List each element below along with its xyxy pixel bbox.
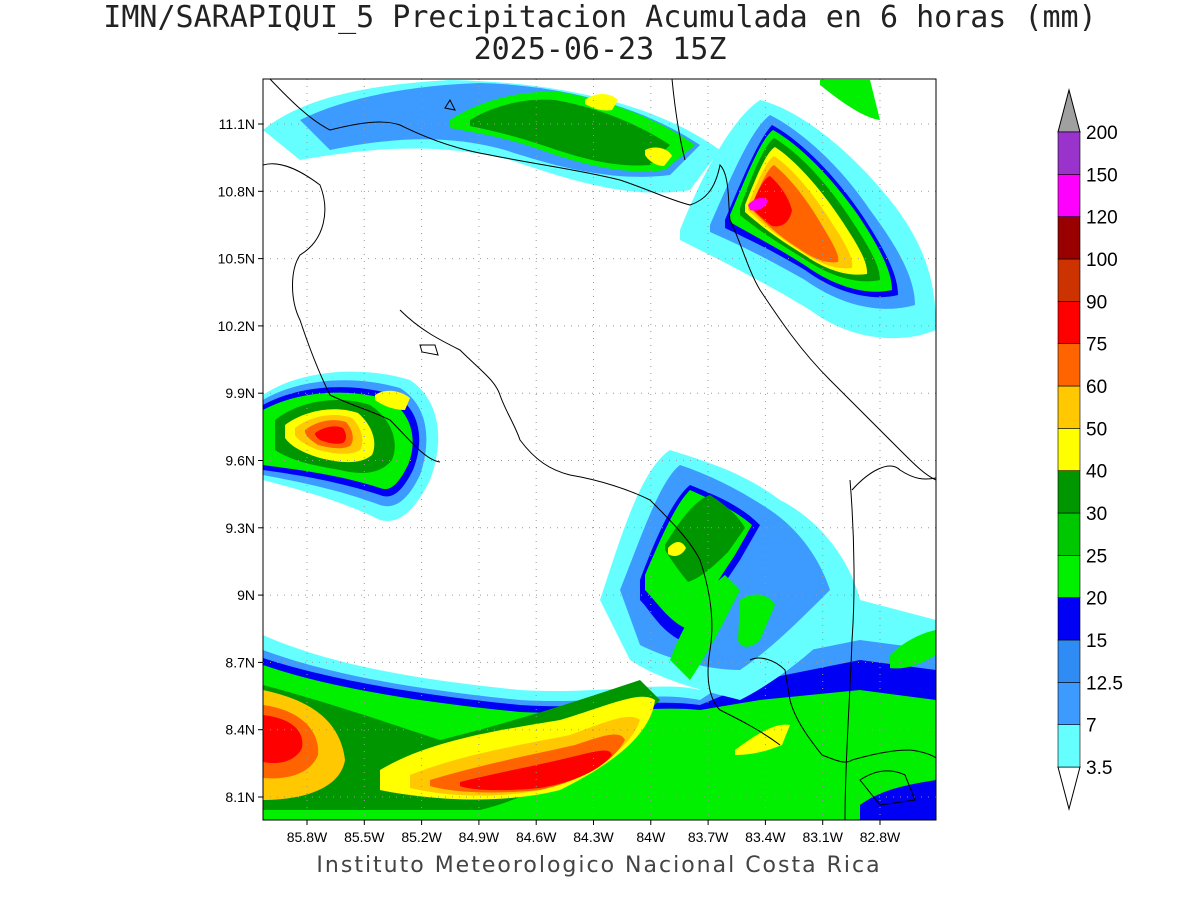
rain-band-central [600,450,860,700]
longitude-tick-labels: 85.8W 85.5W 85.2W 84.9W 84.6W 84.3W 84W 83.7W 83… [287,820,901,845]
rain-patch-north-east [680,100,936,339]
lat-tick-label: 11.1N [219,116,255,132]
colorbar-label: 25 [1086,546,1107,567]
lat-tick-label: 8.1N [225,789,255,805]
colorbar-label: 7 [1086,716,1097,737]
lat-tick-label: 9N [237,587,255,603]
coastline-burica [859,770,916,806]
lon-tick-label: 83.1W [802,829,843,845]
colorbar: 3.5 7 12.5 15 20 25 30 40 50 60 75 90 100 120 150 200 [1057,88,1123,811]
latitude-tick-labels: 11.1N 10.8N 10.5N 10.2N 9.9N 9.6N 9.3N 9N 8.7N 8.… [218,116,263,805]
colorbar-swatch [1057,682,1081,725]
lon-tick-label: 83.4W [745,829,786,845]
rain-band-south-pacific [263,600,936,820]
coastline-pacific [399,309,781,746]
institution-footer: Instituto Meteorologico Nacional Costa R… [316,853,882,878]
colorbar-label: 75 [1086,335,1107,356]
map-frame [262,78,937,821]
precipitation-field [263,80,936,820]
colorbar-label: 90 [1086,292,1107,313]
colorbar-extension-low [1057,766,1081,811]
colorbar-label: 60 [1086,377,1107,398]
colorbar-label: 15 [1086,631,1107,652]
map-title: IMN/SARAPIQUI_5 Precipitacion Acumulada … [103,0,1097,35]
lon-tick-label: 84W [636,829,666,845]
lon-tick-label: 85.8W [287,829,328,845]
colorbar-swatch [1057,724,1081,768]
coastline [263,79,936,820]
lon-tick-label: 83.7W [688,829,729,845]
lat-tick-label: 8.4N [225,722,255,738]
colorbar-extension-high [1057,88,1081,133]
map-gridlines [263,79,936,820]
colorbar-swatch [1057,428,1081,471]
colorbar-swatch [1057,597,1081,641]
colorbar-label: 150 [1086,165,1118,186]
colorbar-label: 12.5 [1086,673,1123,694]
colorbar-swatch [1057,512,1081,556]
colorbar-swatch [1057,343,1081,387]
lon-tick-label: 85.2W [401,829,442,845]
lon-tick-label: 84.3W [573,829,614,845]
lat-tick-label: 8.7N [225,654,255,670]
border-nicaragua-river [671,79,686,161]
colorbar-swatch [1057,470,1081,514]
lat-tick-label: 10.5N [218,251,255,267]
colorbar-swatch [1057,258,1081,302]
coastline-north [269,79,936,481]
colorbar-swatch [1057,174,1081,217]
colorbar-label: 30 [1086,504,1107,525]
colorbar-swatch [1057,216,1081,260]
colorbar-swatch [1057,301,1081,344]
rain-band-north [263,80,880,193]
lon-tick-label: 84.9W [459,829,500,845]
map-subtitle: 2025-06-23 15Z [473,32,727,67]
island-north [444,98,456,111]
lat-tick-label: 10.8N [218,183,255,199]
coastline-caribbean-south [851,465,936,491]
coastline-nicoya [263,163,441,463]
colorbar-label: 100 [1086,250,1118,271]
lon-tick-label: 84.6W [516,829,557,845]
colorbar-label: 120 [1086,208,1118,229]
colorbar-swatch [1057,639,1081,683]
colorbar-label: 20 [1086,589,1107,610]
colorbar-label: 200 [1086,123,1118,144]
colorbar-swatch [1057,555,1081,598]
lon-tick-label: 85.5W [344,829,385,845]
rain-patch-west [263,371,439,521]
border-panama [844,479,855,820]
lat-tick-label: 10.2N [218,318,255,334]
colorbar-label: 3.5 [1086,758,1112,779]
colorbar-swatch [1057,131,1081,175]
colorbar-label: 40 [1086,462,1107,483]
colorbar-label: 50 [1086,419,1107,440]
colorbar-swatch [1057,385,1081,429]
lat-tick-label: 9.3N [225,520,255,536]
lon-tick-label: 82.8W [860,829,901,845]
coastline-osa [749,657,936,763]
island-chira [419,344,439,356]
lat-tick-label: 9.9N [225,385,255,401]
lat-tick-label: 9.6N [225,453,255,469]
